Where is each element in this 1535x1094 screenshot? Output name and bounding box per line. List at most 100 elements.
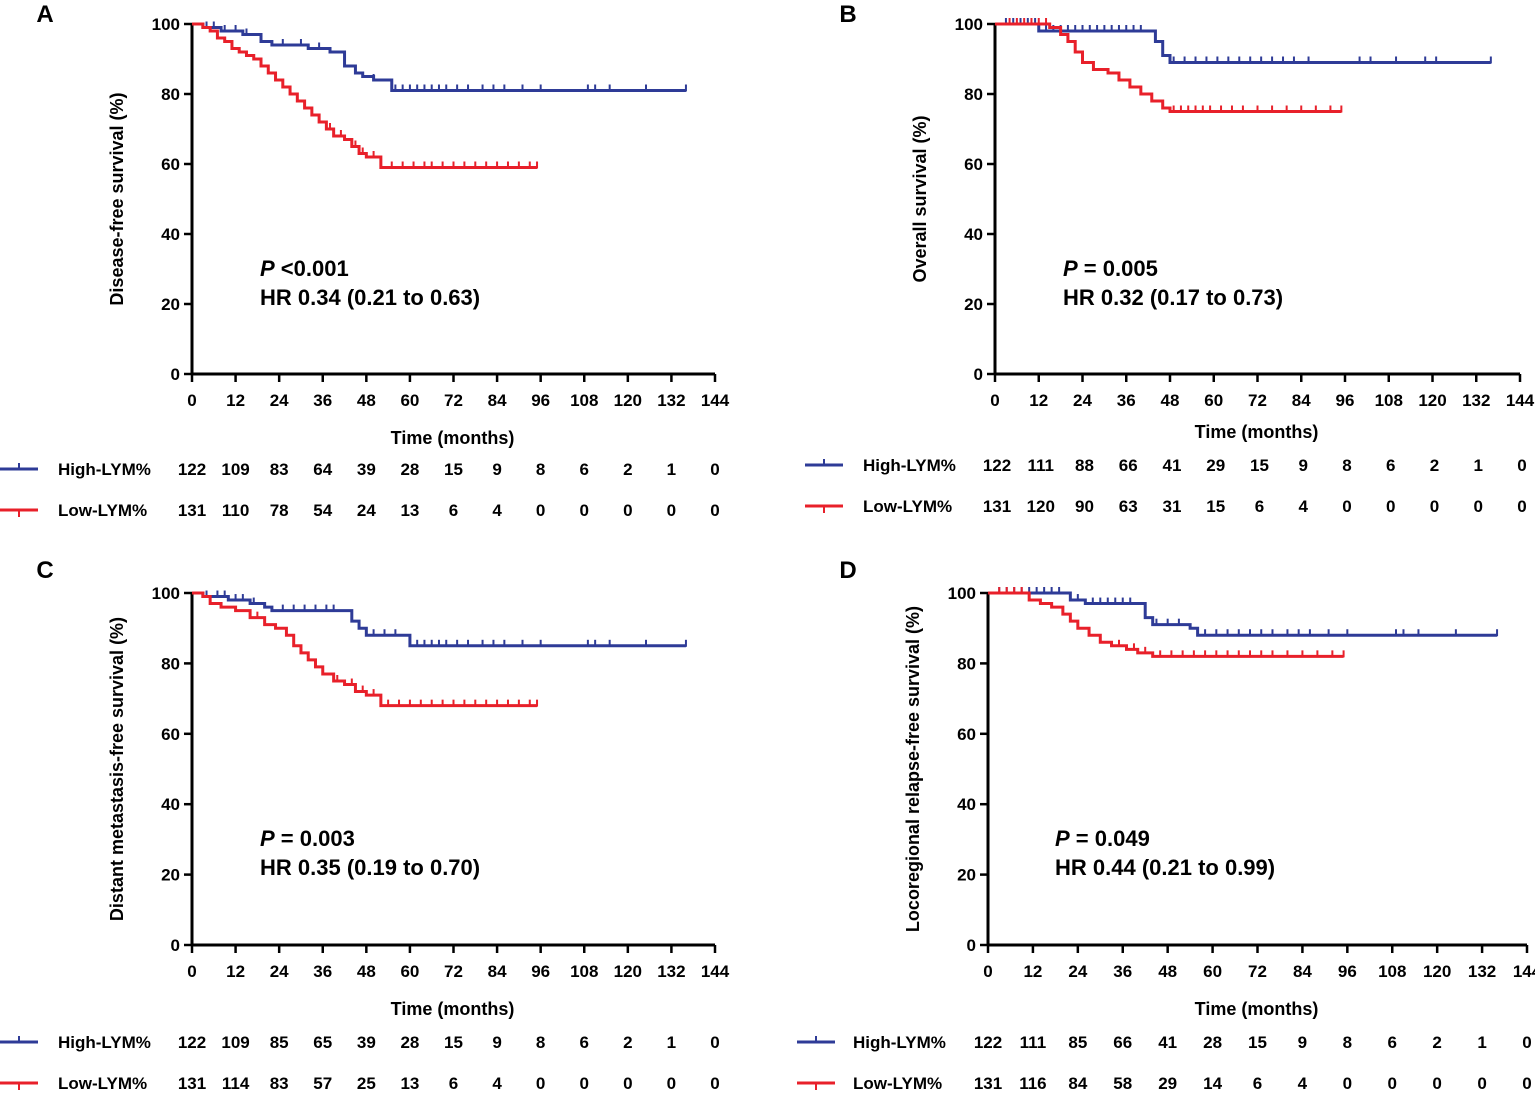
at-risk-count: 109: [221, 460, 249, 479]
y-tick-label: 80: [161, 654, 180, 673]
y-tick-label: 0: [171, 936, 180, 955]
y-tick-label: 80: [161, 85, 180, 104]
at-risk-count: 83: [270, 460, 289, 479]
survival-curve: [995, 22, 1491, 64]
at-risk-count: 0: [667, 501, 676, 520]
x-tick-label: 0: [187, 962, 196, 981]
at-risk-count: 1: [1477, 1033, 1486, 1052]
at-risk-count: 2: [1432, 1033, 1441, 1052]
at-risk-count: 39: [357, 460, 376, 479]
y-tick-label: 100: [955, 15, 983, 34]
x-tick-label: 60: [400, 391, 419, 410]
p-symbol: P: [1055, 826, 1070, 851]
at-risk-count: 28: [1203, 1033, 1222, 1052]
at-risk-count: 25: [357, 1074, 376, 1093]
at-risk-count: 6: [449, 1074, 458, 1093]
at-risk-count: 6: [1386, 456, 1395, 475]
x-tick-label: 24: [1068, 962, 1087, 981]
x-axis-title: Time (months): [1195, 422, 1319, 442]
x-tick-label: 72: [444, 391, 463, 410]
at-risk-count: 122: [983, 456, 1011, 475]
p-value: = 0.005: [1078, 256, 1158, 281]
at-risk-count: 8: [536, 1033, 545, 1052]
p-value: = 0.003: [275, 826, 355, 851]
at-risk-count: 15: [1206, 497, 1225, 516]
at-risk-count: 84: [1068, 1074, 1087, 1093]
risk-row-low: Low-LYM% 131 116 84 58 29 14 6 4 0 0 0 0 0: [797, 1074, 1532, 1093]
y-tick-label: 80: [964, 85, 983, 104]
hazard-ratio-text: HR 0.34 (0.21 to 0.63): [260, 285, 480, 310]
at-risk-count: 1: [1474, 456, 1483, 475]
at-risk-count: 57: [313, 1074, 332, 1093]
at-risk-count: 0: [710, 460, 719, 479]
at-risk-count: 6: [580, 460, 589, 479]
at-risk-count: 9: [1299, 456, 1308, 475]
at-risk-count: 0: [580, 501, 589, 520]
y-tick-label: 40: [161, 225, 180, 244]
at-risk-count: 0: [1522, 1033, 1531, 1052]
p-symbol: P: [1063, 256, 1078, 281]
series-low: [988, 587, 1345, 658]
at-risk-count: 2: [623, 460, 632, 479]
at-risk-count: 0: [1522, 1074, 1531, 1093]
x-tick-label: 96: [1336, 391, 1355, 410]
at-risk-count: 54: [313, 501, 332, 520]
at-risk-count: 8: [1343, 1033, 1352, 1052]
at-risk-count: 4: [492, 1074, 502, 1093]
hazard-ratio-text: HR 0.35 (0.19 to 0.70): [260, 855, 480, 880]
at-risk-count: 41: [1163, 456, 1182, 475]
at-risk-count: 0: [580, 1074, 589, 1093]
series-high: [192, 21, 687, 92]
at-risk-count: 0: [536, 1074, 545, 1093]
at-risk-count: 58: [1113, 1074, 1132, 1093]
at-risk-count: 0: [1517, 497, 1526, 516]
hazard-ratio-text: HR 0.44 (0.21 to 0.99): [1055, 855, 1275, 880]
at-risk-count: 15: [444, 460, 463, 479]
y-tick-label: 100: [948, 584, 976, 603]
at-risk-count: 131: [178, 1074, 206, 1093]
x-tick-label: 132: [1462, 391, 1490, 410]
at-risk-count: 4: [492, 501, 502, 520]
survival-curve: [192, 22, 686, 92]
x-tick-label: 120: [1423, 962, 1451, 981]
panel-c: C0 12 24 36 48 60 72 84 96 108 120 132 1440204060801…: [0, 557, 730, 1093]
at-risk-count: 39: [357, 1033, 376, 1052]
x-tick-label: 120: [614, 391, 642, 410]
y-tick-label: 0: [171, 365, 180, 384]
at-risk-count: 0: [710, 1074, 719, 1093]
at-risk-count: 6: [1255, 497, 1264, 516]
p-symbol: P: [260, 826, 275, 851]
x-tick-label: 108: [570, 391, 598, 410]
y-tick-label: 20: [957, 866, 976, 885]
y-axis-title: Locoregional relapse-free survival (%): [903, 606, 923, 932]
panel-letter: A: [36, 1, 53, 28]
hazard-ratio-text: HR 0.32 (0.17 to 0.73): [1063, 285, 1283, 310]
panel-a: A0 12 24 36 48 60 72 84 96 108 120 132 1440204060801…: [0, 1, 730, 520]
x-tick-label: 0: [990, 391, 999, 410]
x-tick-label: 108: [570, 962, 598, 981]
at-risk-count: 41: [1158, 1033, 1177, 1052]
legend-label: High-LYM%: [863, 456, 956, 475]
legend-label: Low-LYM%: [853, 1074, 942, 1093]
at-risk-count: 0: [1517, 456, 1526, 475]
at-risk-count: 66: [1119, 456, 1138, 475]
at-risk-count: 0: [1388, 1074, 1397, 1093]
x-tick-label: 24: [270, 391, 289, 410]
at-risk-count: 24: [357, 501, 376, 520]
y-tick-label: 60: [957, 725, 976, 744]
x-tick-label: 96: [531, 391, 550, 410]
p-value-text: P <0.001: [260, 256, 349, 281]
at-risk-count: 0: [1430, 497, 1439, 516]
legend-label: High-LYM%: [58, 1033, 151, 1052]
x-axis-title: Time (months): [1195, 999, 1319, 1019]
x-tick-label: 24: [1073, 391, 1092, 410]
at-risk-count: 13: [400, 501, 419, 520]
series-high: [988, 587, 1499, 637]
x-tick-label: 60: [400, 962, 419, 981]
at-risk-count: 14: [1203, 1074, 1222, 1093]
at-risk-count: 85: [270, 1033, 289, 1052]
at-risk-count: 78: [270, 501, 289, 520]
at-risk-count: 83: [270, 1074, 289, 1093]
at-risk-count: 90: [1075, 497, 1094, 516]
